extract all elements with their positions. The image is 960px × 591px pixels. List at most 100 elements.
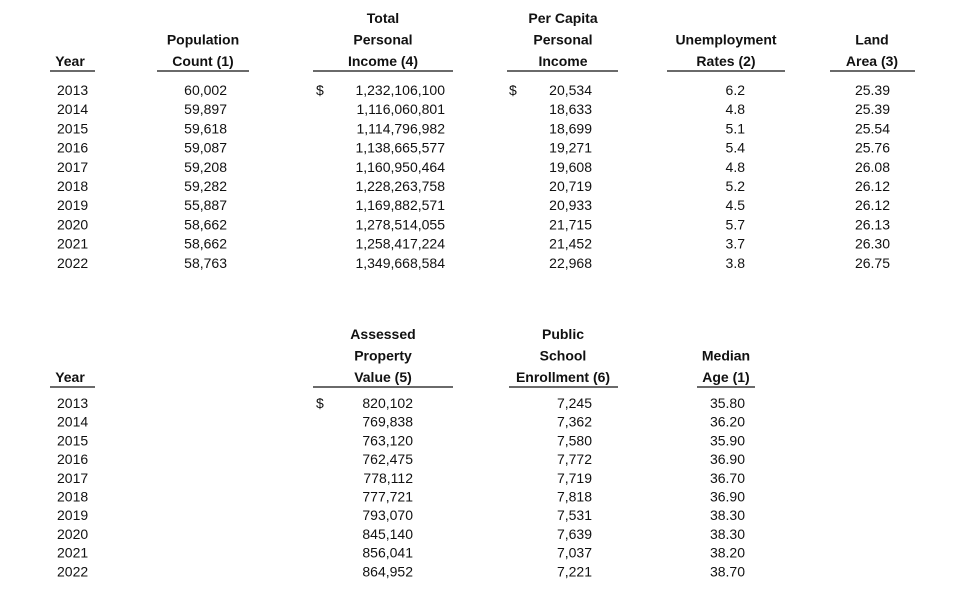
value-cell: 763,120	[362, 432, 413, 448]
currency-symbol: $	[509, 82, 517, 98]
value-cell: 36.20	[710, 414, 745, 430]
column-header: Age (1)	[702, 369, 749, 385]
value-cell: 59,208	[184, 159, 227, 175]
value-cell: 19,608	[549, 159, 592, 175]
value-cell: 59,897	[184, 101, 227, 117]
value-cell: 1,258,417,224	[355, 236, 445, 252]
value-cell: 5.7	[726, 216, 746, 232]
value-cell: 55,887	[184, 197, 227, 213]
column-header: Year	[55, 369, 85, 385]
value-cell: 777,721	[362, 489, 413, 505]
value-cell: 20,933	[549, 197, 592, 213]
value-cell: 7,639	[557, 526, 592, 542]
value-cell: 25.54	[855, 120, 890, 136]
year-cell: 2017	[57, 470, 88, 486]
column-header: Income	[538, 53, 587, 69]
value-cell: 1,349,668,584	[355, 255, 445, 271]
year-cell: 2014	[57, 101, 88, 117]
value-cell: 5.4	[726, 140, 746, 156]
value-cell: 1,116,060,801	[357, 101, 446, 117]
column-header: School	[540, 348, 587, 364]
column-header: Personal	[533, 32, 592, 48]
value-cell: 19,271	[549, 140, 592, 156]
value-cell: 845,140	[362, 526, 413, 542]
currency-symbol: $	[316, 395, 324, 411]
value-cell: 22,968	[549, 255, 592, 271]
value-cell: 36.70	[710, 470, 745, 486]
value-cell: 7,221	[557, 563, 592, 579]
value-cell: 4.8	[726, 101, 746, 117]
value-cell: 60,002	[184, 82, 227, 98]
value-cell: 778,112	[363, 470, 413, 486]
year-cell: 2018	[57, 489, 88, 505]
value-cell: 26.12	[855, 197, 890, 213]
value-cell: 26.75	[855, 255, 890, 271]
currency-symbol: $	[316, 82, 324, 98]
value-cell: 59,618	[184, 120, 227, 136]
value-cell: 25.76	[855, 140, 890, 156]
year-cell: 2021	[57, 545, 88, 561]
column-header: Enrollment (6)	[516, 369, 610, 385]
value-cell: 58,763	[184, 255, 227, 271]
column-header: Personal	[353, 32, 412, 48]
value-cell: 1,278,514,055	[355, 216, 445, 232]
column-header: Property	[354, 348, 412, 364]
value-cell: 58,662	[184, 236, 227, 252]
value-cell: 7,818	[557, 489, 592, 505]
year-cell: 2013	[57, 395, 88, 411]
year-cell: 2019	[57, 507, 88, 523]
value-cell: 1,160,950,464	[355, 159, 445, 175]
column-header: Income (4)	[348, 53, 418, 69]
value-cell: 38.70	[710, 563, 745, 579]
year-cell: 2021	[57, 236, 88, 252]
column-header: Rates (2)	[696, 53, 755, 69]
value-cell: 864,952	[362, 563, 413, 579]
value-cell: 7,772	[557, 451, 592, 467]
column-header: Area (3)	[846, 53, 898, 69]
value-cell: 38.30	[710, 526, 745, 542]
value-cell: 3.8	[726, 255, 746, 271]
column-header: Assessed	[350, 326, 415, 342]
year-cell: 2016	[57, 451, 88, 467]
value-cell: 35.80	[710, 395, 745, 411]
value-cell: 38.30	[710, 507, 745, 523]
value-cell: 7,245	[557, 395, 592, 411]
value-cell: 59,282	[184, 178, 227, 194]
value-cell: 7,719	[557, 470, 592, 486]
value-cell: 36.90	[710, 451, 745, 467]
value-cell: 856,041	[362, 545, 413, 561]
year-cell: 2015	[57, 120, 88, 136]
value-cell: 1,232,106,100	[355, 82, 445, 98]
year-cell: 2022	[57, 255, 88, 271]
value-cell: 26.08	[855, 159, 890, 175]
year-cell: 2020	[57, 216, 88, 232]
value-cell: 7,362	[557, 414, 592, 430]
value-cell: 769,838	[362, 414, 413, 430]
year-cell: 2015	[57, 432, 88, 448]
value-cell: 1,138,665,577	[355, 140, 445, 156]
column-header: Count (1)	[172, 53, 233, 69]
value-cell: 25.39	[855, 82, 890, 98]
value-cell: 7,037	[557, 545, 592, 561]
value-cell: 58,662	[184, 216, 227, 232]
value-cell: 21,715	[549, 216, 592, 232]
value-cell: 7,531	[557, 507, 592, 523]
value-cell: 5.1	[726, 120, 746, 136]
value-cell: 25.39	[855, 101, 890, 117]
value-cell: 820,102	[362, 395, 413, 411]
column-header: Land	[855, 32, 888, 48]
value-cell: 18,699	[549, 120, 592, 136]
value-cell: 1,114,796,982	[357, 120, 446, 136]
value-cell: 5.2	[726, 178, 746, 194]
year-cell: 2022	[57, 563, 88, 579]
year-cell: 2016	[57, 140, 88, 156]
value-cell: 21,452	[549, 236, 592, 252]
value-cell: 59,087	[184, 140, 227, 156]
value-cell: 793,070	[362, 507, 413, 523]
column-header: Value (5)	[354, 369, 412, 385]
value-cell: 26.30	[855, 236, 890, 252]
column-header: Year	[55, 53, 85, 69]
column-header: Public	[542, 326, 584, 342]
value-cell: 1,169,882,571	[355, 197, 445, 213]
value-cell: 762,475	[362, 451, 413, 467]
